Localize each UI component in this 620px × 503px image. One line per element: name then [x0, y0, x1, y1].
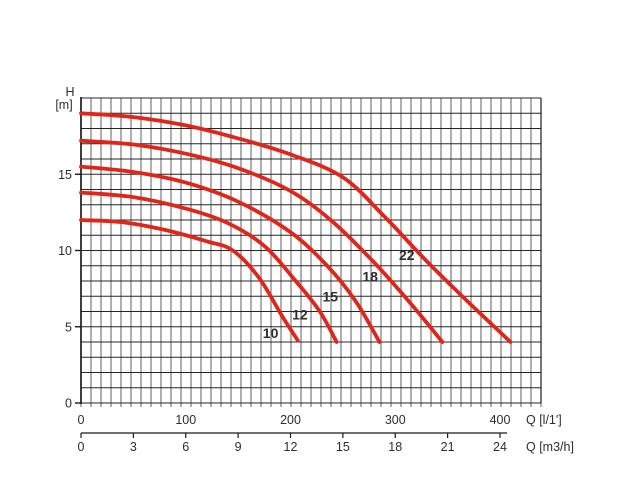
y-axis-title: H	[65, 85, 74, 99]
curve-15	[79, 164, 382, 344]
x-tick-label-400: 400	[490, 413, 511, 427]
curve-label-22: 22	[399, 247, 415, 263]
y-tick-label-10: 10	[58, 244, 72, 258]
curve-labels-group: 22 18 15 12 10	[263, 247, 415, 341]
curves-group	[79, 111, 513, 344]
y-tick-label-5: 5	[65, 320, 72, 334]
x-axis-primary: 0 100 200 300 400 Q [l/1']	[78, 413, 562, 427]
x2-tick-label-12: 12	[284, 440, 298, 454]
curve-18	[79, 138, 445, 344]
curve-10	[79, 218, 300, 343]
x2-tick-label-0: 0	[78, 440, 85, 454]
y-axis: 0 5 10 15 H[m]	[55, 85, 81, 411]
curve-label-18: 18	[362, 268, 378, 284]
curve-label-12: 12	[292, 307, 308, 323]
x2-tick-label-24: 24	[493, 440, 507, 454]
x2-tick-label-15: 15	[336, 440, 350, 454]
curve-label-10: 10	[263, 325, 279, 341]
y-axis-unit: [m]	[55, 98, 72, 112]
x2-tick-label-6: 6	[182, 440, 189, 454]
x2-tick-label-3: 3	[130, 440, 137, 454]
x2-tick-label-21: 21	[441, 440, 455, 454]
x-axis-primary-title: Q [l/1']	[526, 413, 562, 427]
y-tick-label-0: 0	[65, 397, 72, 411]
x-axis-secondary: 0 3 6 9 12 15 18 21 24 Q [m3/h]	[78, 432, 574, 454]
curve-label-15: 15	[323, 288, 339, 304]
x2-tick-label-9: 9	[235, 440, 242, 454]
x-axis-secondary-title: Q [m3/h]	[526, 440, 574, 454]
x-tick-label-0: 0	[78, 413, 85, 427]
grid-vertical-lines	[80, 98, 542, 407]
x-tick-label-200: 200	[280, 413, 301, 427]
x-tick-label-300: 300	[385, 413, 406, 427]
y-tick-label-15: 15	[58, 168, 72, 182]
x2-tick-label-18: 18	[388, 440, 402, 454]
curve-22	[79, 111, 513, 344]
curve-12	[79, 190, 339, 344]
x-tick-label-100: 100	[175, 413, 196, 427]
